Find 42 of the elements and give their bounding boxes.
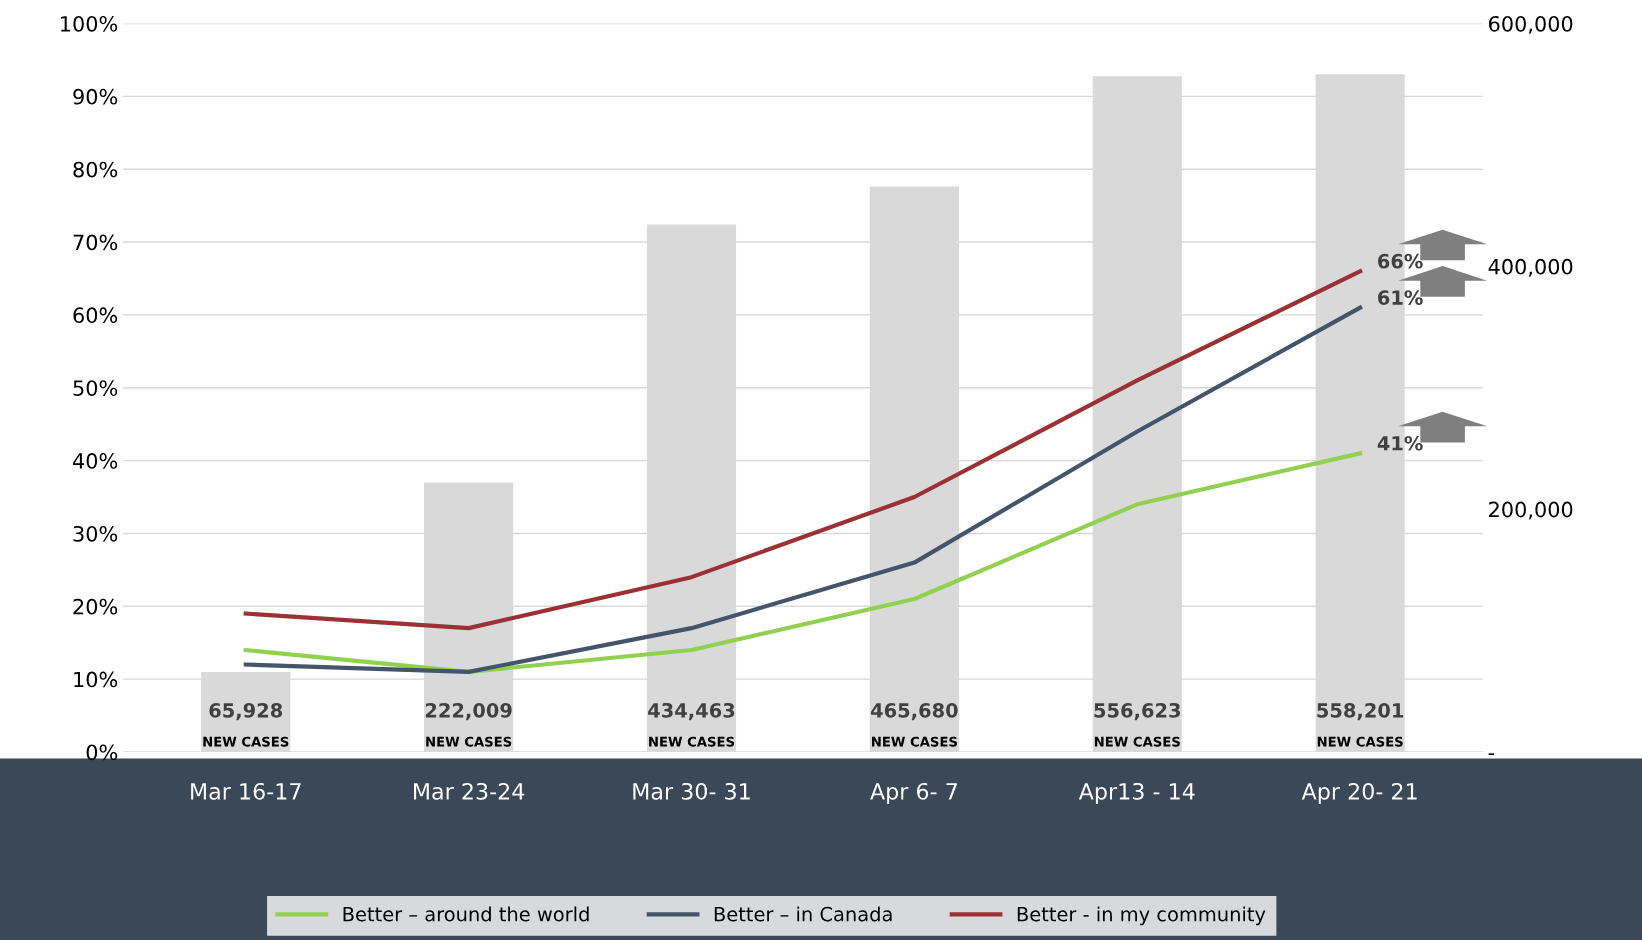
data-label: 222,009 xyxy=(425,702,512,721)
y-tick-label: 40% xyxy=(73,453,118,469)
data-label: 66% xyxy=(1378,253,1423,269)
annotation: NEW CASES xyxy=(649,736,735,747)
data-label: 465,680 xyxy=(870,702,958,721)
y-tick-label: 100% xyxy=(61,15,118,32)
data-label: 556,623 xyxy=(1094,702,1180,721)
line-series xyxy=(243,305,1363,674)
y2-tick-label: 200,000 xyxy=(1489,501,1573,520)
y-tick-label: 0% xyxy=(86,744,118,761)
legend-label: Better – in Canada xyxy=(714,906,892,922)
annotation: NEW CASES xyxy=(1094,736,1180,747)
line-series xyxy=(243,451,1363,674)
y2-tick-label: 600,000 xyxy=(1489,15,1573,34)
annotation: NEW CASES xyxy=(203,736,289,747)
x-tick-label: Mar 16-17 xyxy=(191,782,301,800)
legend-label: Better – around the world xyxy=(343,906,589,922)
y-tick-label: 20% xyxy=(73,598,118,615)
y2-tick-label: - xyxy=(1488,753,1495,756)
y-tick-label: 90% xyxy=(73,88,118,105)
y-tick-label: 30% xyxy=(73,525,118,542)
data-label: 65,928 xyxy=(209,702,283,721)
y-tick-label: 50% xyxy=(73,380,118,396)
y2-tick-label: 400,000 xyxy=(1488,258,1573,277)
x-tick-label: Mar 30- 31 xyxy=(633,782,750,800)
annotation: NEW CASES xyxy=(1317,736,1403,747)
x-tick-label: Mar 23-24 xyxy=(414,782,525,800)
data-label: 61% xyxy=(1378,290,1423,305)
annotation: NEW CASES xyxy=(872,736,957,747)
y-tick-label: 60% xyxy=(73,307,118,324)
data-label: 558,201 xyxy=(1317,702,1404,721)
legend-label: Better - in my community xyxy=(1017,906,1266,926)
line-series xyxy=(243,269,1363,631)
y-tick-label: 80% xyxy=(73,161,118,178)
x-tick-label: Apr13 - 14 xyxy=(1078,782,1195,805)
y-tick-label: 10% xyxy=(74,671,118,688)
data-label: 434,463 xyxy=(648,702,735,721)
data-label: 41% xyxy=(1377,435,1423,451)
annotation: NEW CASES xyxy=(426,736,512,747)
x-tick-label: Apr 6- 7 xyxy=(870,782,957,805)
y-tick-label: 70% xyxy=(73,234,118,251)
x-tick-label: Apr 20- 21 xyxy=(1301,782,1417,805)
